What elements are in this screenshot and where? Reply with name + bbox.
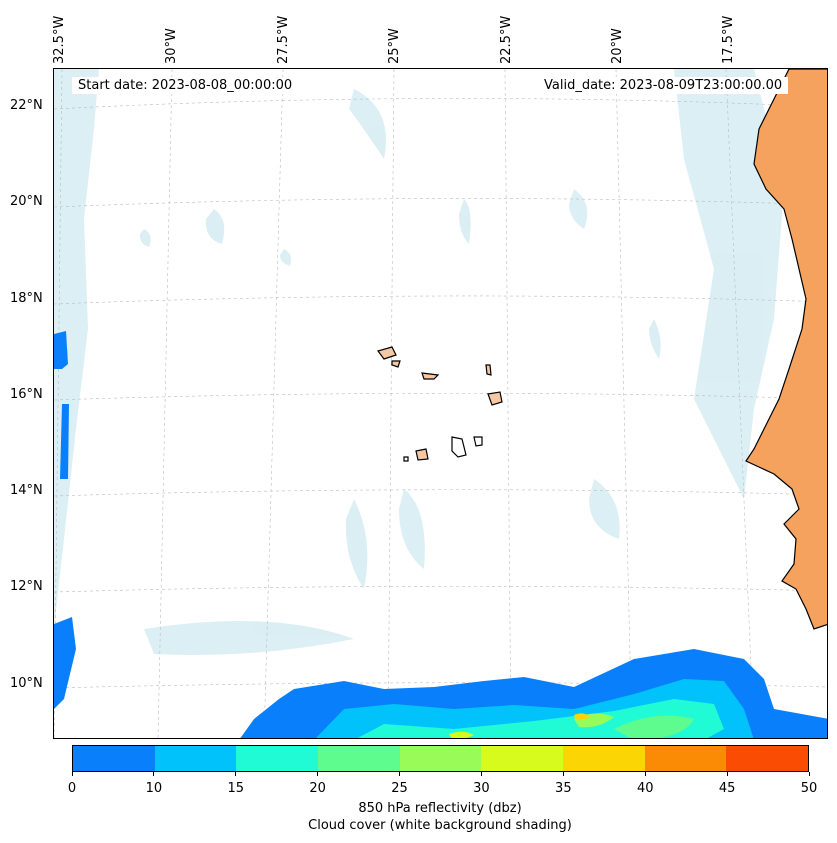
colorbar-sublabel: Cloud cover (white background shading) <box>308 818 572 833</box>
lon-label-25w: 25°W <box>387 28 402 64</box>
colorbar-segment <box>318 746 400 771</box>
lat-label-22n: 22°N <box>10 98 43 113</box>
lat-label-12n: 12°N <box>10 579 43 594</box>
reflectivity-colorbar <box>72 745 809 772</box>
colorbar-segment <box>154 746 237 771</box>
map-panel[interactable] <box>53 68 828 739</box>
colorbar-tick-mark <box>235 772 237 776</box>
colorbar-tick-label: 20 <box>309 781 326 796</box>
lat-label-18n: 18°N <box>10 291 43 306</box>
cloud-cover-shading <box>54 69 784 655</box>
colorbar-segment <box>644 746 727 771</box>
colorbar-tick-label: 10 <box>145 781 163 796</box>
start-date-label: Start date: 2023-08-08_00:00:00 <box>72 77 299 94</box>
map-canvas <box>54 69 827 738</box>
colorbar-tick-mark <box>808 772 810 776</box>
lat-label-16n: 16°N <box>10 387 43 402</box>
lon-label-27-5w: 27.5°W <box>276 15 291 64</box>
lat-label-10n: 10°N <box>10 676 43 691</box>
colorbar-tick-label: 15 <box>227 781 245 796</box>
lon-label-20w: 20°W <box>610 28 625 64</box>
colorbar-tick-label: 30 <box>473 781 490 796</box>
colorbar-label: 850 hPa reflectivity (dbz) <box>358 801 522 816</box>
colorbar-segment <box>726 746 809 771</box>
africa-landmass <box>745 69 827 630</box>
lon-label-22-5w: 22.5°W <box>499 15 514 64</box>
colorbar-tick-mark <box>726 772 728 776</box>
colorbar-tick-mark <box>644 772 646 776</box>
lat-label-20n: 20°N <box>10 194 43 209</box>
lat-label-14n: 14°N <box>10 483 43 498</box>
colorbar-tick-mark <box>562 772 564 776</box>
colorbar-tick-label: 45 <box>718 781 736 796</box>
colorbar-tick-mark <box>71 772 73 776</box>
reflectivity-field <box>54 331 827 738</box>
colorbar-tick-label: 40 <box>636 781 654 796</box>
colorbar-tick-label: 0 <box>67 781 77 796</box>
colorbar-tick-label: 25 <box>391 781 408 796</box>
colorbar-tick-label: 35 <box>555 781 572 796</box>
lon-label-32-5w: 32.5°W <box>52 15 67 64</box>
valid-date-label: Valid_date: 2023-08-09T23:00:00.00 <box>538 77 789 94</box>
colorbar-segment <box>563 746 645 771</box>
lon-label-30w: 30°W <box>164 28 179 64</box>
colorbar-tick-label: 50 <box>800 781 818 796</box>
colorbar-segment <box>399 746 482 771</box>
colorbar-tick-mark <box>480 772 482 776</box>
colorbar-segment <box>236 746 319 771</box>
colorbar-segment <box>481 746 564 771</box>
colorbar-tick-mark <box>399 772 401 776</box>
lon-label-17-5w: 17.5°W <box>721 15 736 64</box>
colorbar-tick-mark <box>153 772 155 776</box>
cape-verde-islands <box>376 346 503 462</box>
colorbar-tick-mark <box>317 772 319 776</box>
colorbar-segment <box>73 746 155 771</box>
